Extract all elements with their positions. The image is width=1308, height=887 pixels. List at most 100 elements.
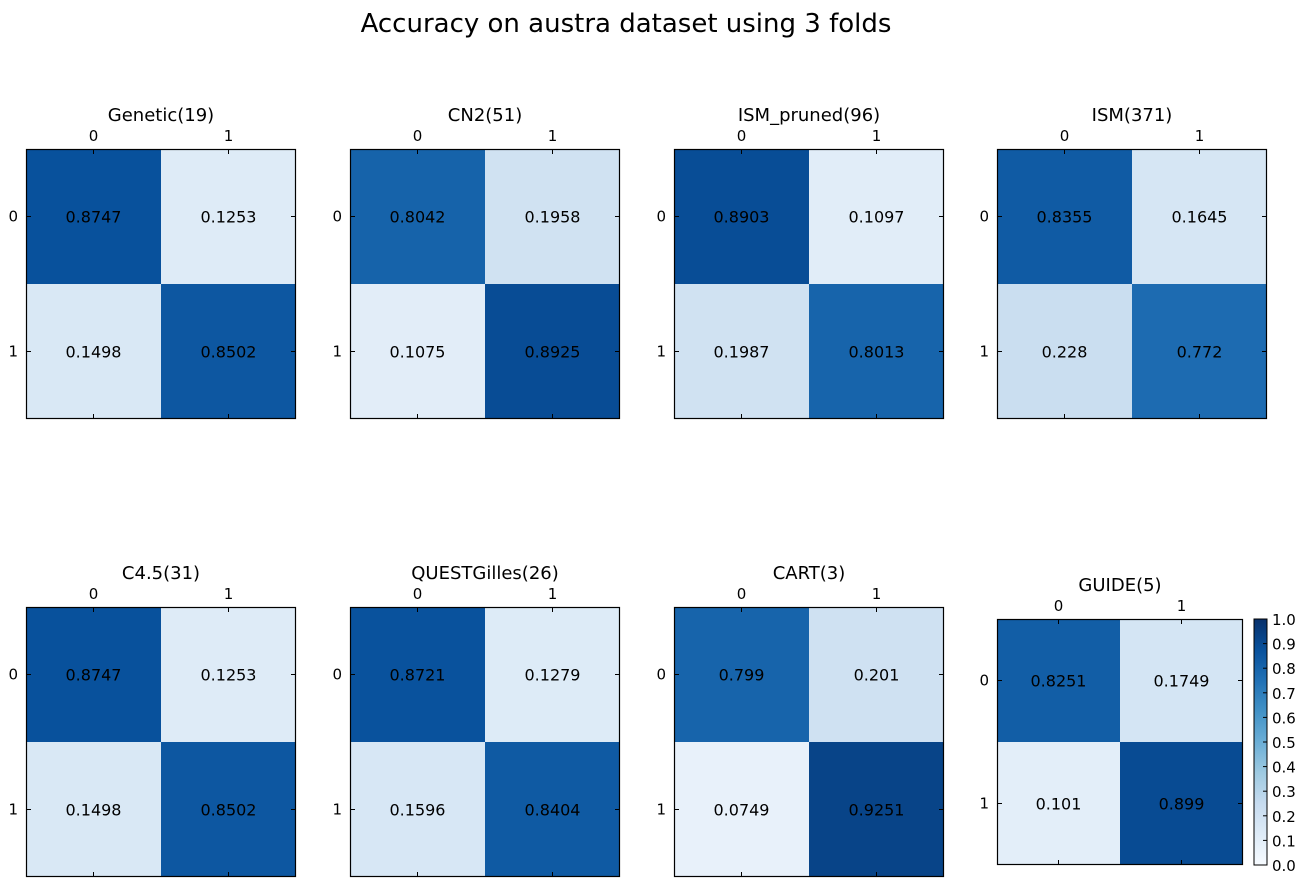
x-tick-label: 1 [224,127,234,145]
y-tick-label: 1 [332,343,342,361]
panel-title: Genetic(19) [108,105,214,126]
heatmap-cell-r0-c0 [26,607,161,742]
heatmap-cell-r0-c1 [809,149,944,284]
cell-value-label: 0.8903 [714,208,770,227]
heatmap-cell-r0-c1 [485,149,620,284]
panel-ism-371: 0.8355 0.1645 0.228 0.772 0 0 1 1 ISM(371) [979,105,1268,420]
heatmap-cell-r1-c1 [1120,742,1243,865]
heatmap-cell-r0-c1 [161,149,296,284]
axes-frame [996,618,1244,866]
panel-title: QUESTGilles(26) [411,563,559,584]
cell-value-label: 0.8747 [66,666,122,685]
cell-value-label: 0.8251 [1031,672,1087,691]
heatmap-cell-r1-c1 [1132,284,1267,419]
y-tick-label: 1 [332,801,342,819]
x-tick-label: 1 [548,585,558,603]
heatmap-cell-r1-c1 [485,742,620,877]
heatmap-cell-r0-c1 [485,607,620,742]
x-tick-label: 1 [548,127,558,145]
colorbar-tick-label: 0.4 [1272,759,1296,777]
y-tick-label: 1 [8,801,18,819]
x-tick-label: 0 [737,127,747,145]
panel-title: C4.5(31) [122,563,200,584]
cell-value-label: 0.8925 [525,343,581,362]
y-tick-label: 0 [979,672,989,690]
cell-value-label: 0.8355 [1037,208,1093,227]
y-tick-label: 1 [656,343,666,361]
heatmap-cell-r1-c0 [674,742,809,877]
cell-value-label: 0.9251 [849,801,905,820]
heatmap-cell-r0-c0 [26,149,161,284]
heatmap-cell-r1-c0 [674,284,809,419]
cell-value-label: 0.8502 [201,801,257,820]
x-tick-label: 1 [224,585,234,603]
heatmap-cell-r1-c1 [485,284,620,419]
cell-value-label: 0.1097 [849,208,905,227]
cell-value-label: 0.0749 [714,801,770,820]
cell-value-label: 0.101 [1036,795,1082,814]
y-tick-label: 0 [979,208,989,226]
y-tick-label: 1 [656,801,666,819]
panel-c4-5-31: 0.8747 0.1253 0.1498 0.8502 0 0 1 1 C4.5(31) [8,563,297,878]
y-tick-label: 0 [332,666,342,684]
heatmap-cell-r0-c0 [997,619,1120,742]
axes-frame [673,606,945,878]
cell-value-label: 0.899 [1159,795,1205,814]
y-tick-label: 0 [332,208,342,226]
y-tick-label: 1 [8,343,18,361]
y-tick-label: 0 [656,666,666,684]
x-tick-label: 0 [413,585,423,603]
cell-value-label: 0.8502 [201,343,257,362]
cell-value-label: 0.1075 [390,343,446,362]
axes-frame [25,606,297,878]
x-tick-label: 0 [737,585,747,603]
cell-value-label: 0.1253 [201,208,257,227]
heatmap-cell-r0-c1 [1132,149,1267,284]
axes-frame [349,606,621,878]
colorbar-tick-label: 0.8 [1272,660,1296,678]
cell-value-label: 0.201 [854,666,900,685]
panel-title: CART(3) [773,563,846,584]
colorbar-tick-label: 0.1 [1272,832,1296,850]
cell-value-label: 0.8747 [66,208,122,227]
colorbar-tick-label: 0.6 [1272,709,1296,727]
heatmap-cell-r1-c1 [161,284,296,419]
panel-title: GUIDE(5) [1078,575,1161,596]
cell-value-label: 0.8013 [849,343,905,362]
cell-value-label: 0.8721 [390,666,446,685]
axes-frame [25,148,297,420]
colorbar-tick-label: 0.5 [1272,734,1296,752]
cell-value-label: 0.1645 [1172,208,1228,227]
axes-frame [996,148,1268,420]
y-tick-label: 0 [656,208,666,226]
panel-guide-5: 0.8251 0.1749 0.101 0.899 0 0 1 1 GUIDE(5) [979,575,1244,866]
panels-group: 0.8747 0.1253 0.1498 0.8502 0 0 1 1 Genetic(19) 0… [8,105,1268,878]
heatmap-cell-r0-c0 [674,607,809,742]
cell-value-label: 0.1279 [525,666,581,685]
panel-cn2-51: 0.8042 0.1958 0.1075 0.8925 0 0 1 1 CN2(51) [332,105,621,420]
figure-title: Accuracy on austra dataset using 3 folds [361,9,892,39]
heatmap-cell-r0-c1 [1120,619,1243,742]
colorbar-tick-label: 0.9 [1272,636,1296,654]
heatmap-cell-r1-c0 [26,284,161,419]
panel-title: ISM_pruned(96) [738,105,880,126]
cell-value-label: 0.1253 [201,666,257,685]
cell-value-label: 0.772 [1177,343,1223,362]
x-tick-label: 0 [1060,127,1070,145]
panel-title: CN2(51) [448,105,522,126]
cell-value-label: 0.1749 [1154,672,1210,691]
cell-value-label: 0.1596 [390,801,446,820]
panel-genetic-19: 0.8747 0.1253 0.1498 0.8502 0 0 1 1 Genetic(19) [8,105,297,420]
x-tick-label: 0 [89,585,99,603]
x-tick-label: 1 [1195,127,1205,145]
heatmap-cell-r0-c1 [161,607,296,742]
colorbar-tick-label: 0.3 [1272,783,1296,801]
heatmap-cell-r0-c1 [809,607,944,742]
cell-value-label: 0.1498 [66,801,122,820]
y-tick-label: 1 [979,343,989,361]
y-tick-label: 0 [8,666,18,684]
axes-frame [349,148,621,420]
cell-value-label: 0.8404 [525,801,581,820]
